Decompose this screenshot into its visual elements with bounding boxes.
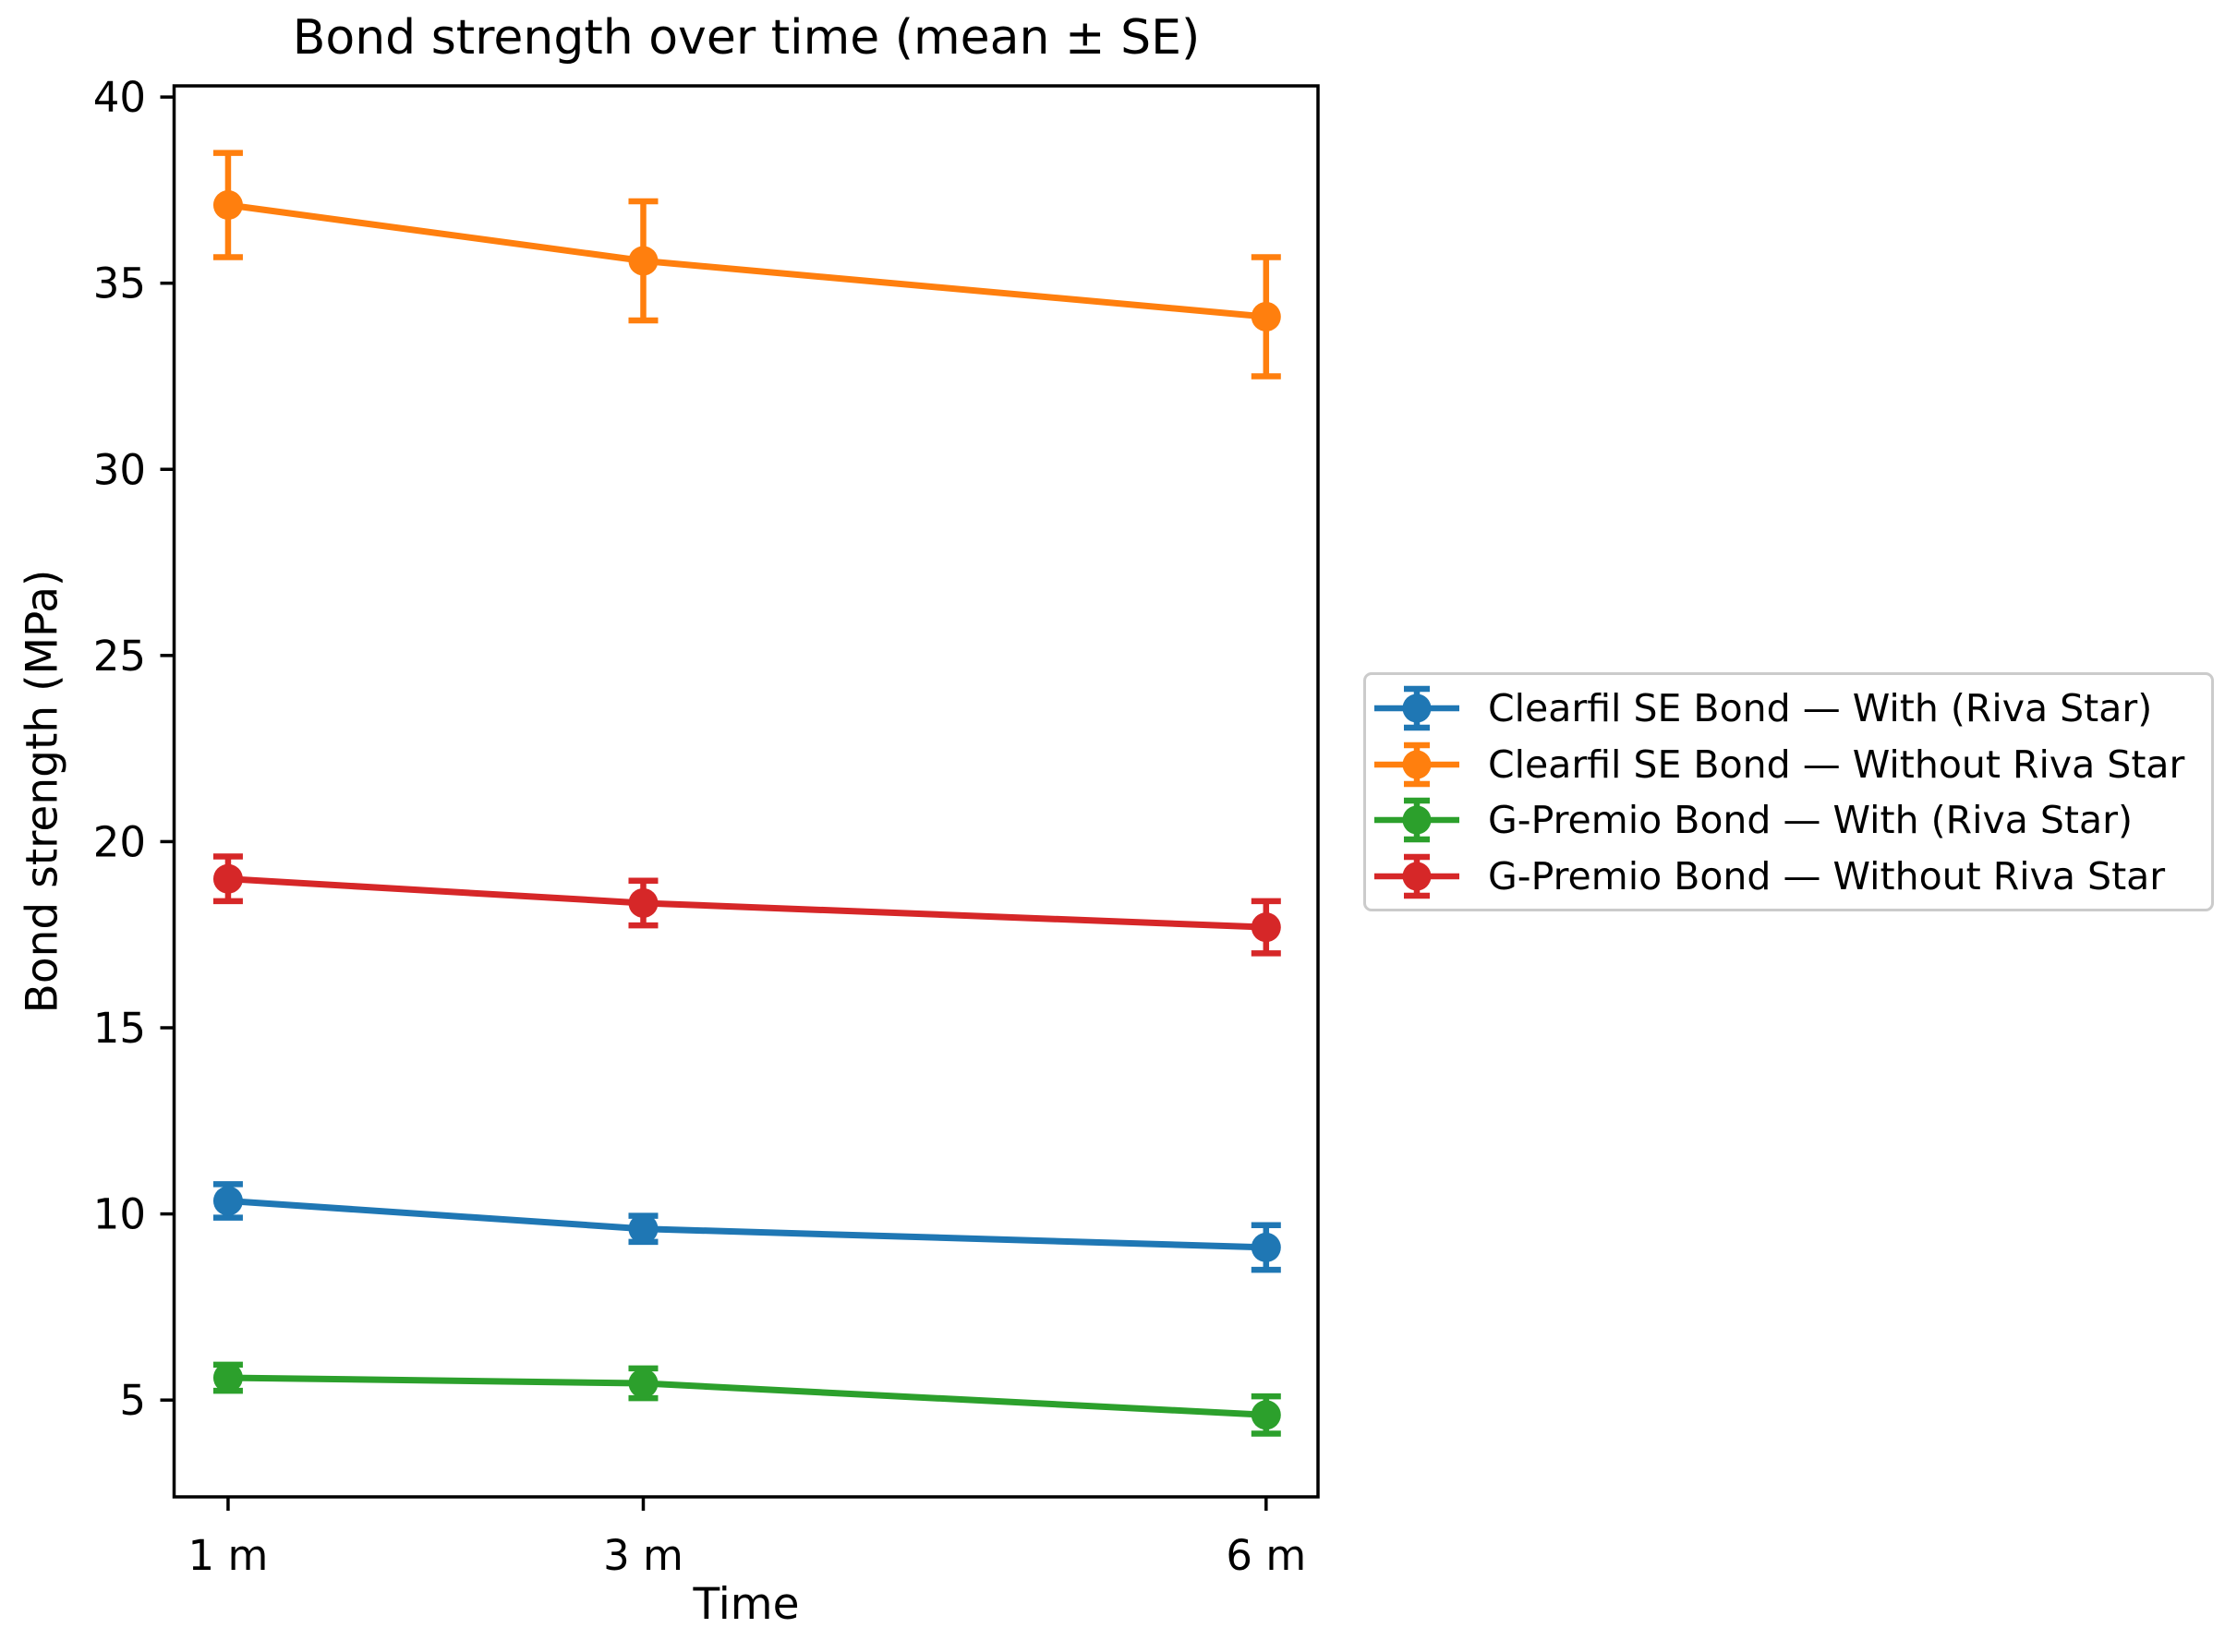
series-3-marker — [628, 887, 659, 918]
series-2-marker — [212, 1362, 243, 1393]
series-1-marker — [212, 190, 243, 221]
legend-row: Clearfil SE Bond — Without Riva Star — [1374, 737, 2211, 793]
series-0-marker — [212, 1186, 243, 1216]
y-tick-label: 5 — [119, 1376, 146, 1425]
series-0-marker — [1251, 1232, 1281, 1262]
legend-label: Clearfil SE Bond — Without Riva Star — [1488, 742, 2185, 787]
legend-label: Clearfil SE Bond — With (Riva Star) — [1488, 686, 2153, 731]
legend-row: Clearfil SE Bond — With (Riva Star) — [1374, 681, 2211, 737]
legend-errorbar-marker-icon — [1374, 682, 1462, 734]
y-tick-label: 30 — [93, 445, 146, 494]
y-tick-label: 35 — [93, 259, 146, 308]
series-3-marker — [1251, 912, 1281, 943]
x-tick-label: 6 m — [1226, 1531, 1306, 1580]
chart-title: Bond strength over time (mean ± SE) — [292, 10, 1201, 66]
legend-row: G-Premio Bond — Without Riva Star — [1374, 849, 2211, 905]
series-1-marker — [628, 246, 659, 276]
legend-errorbar-marker-icon — [1374, 794, 1462, 846]
legend-label: G-Premio Bond — Without Riva Star — [1488, 853, 2166, 898]
y-tick-label: 15 — [93, 1004, 146, 1053]
series-3-marker — [212, 863, 243, 894]
legend-errorbar-marker-icon — [1374, 739, 1462, 790]
series-2-marker — [1251, 1400, 1281, 1430]
series-2-line — [227, 1374, 1266, 1418]
x-tick-label: 3 m — [603, 1531, 683, 1580]
y-tick-label: 25 — [93, 632, 146, 681]
legend-row: G-Premio Bond — With (Riva Star) — [1374, 792, 2211, 849]
y-axis-label: Bond strength (MPa) — [17, 569, 68, 1014]
series-0-line — [227, 1197, 1266, 1251]
series-2-marker — [628, 1369, 659, 1399]
legend-label: G-Premio Bond — With (Riva Star) — [1488, 798, 2133, 843]
y-tick-label: 40 — [93, 73, 146, 122]
legend-marker-svg — [1374, 686, 1459, 731]
legend-marker-svg — [1374, 742, 1459, 787]
series-0-marker — [628, 1213, 659, 1244]
series-3-line — [227, 875, 1266, 931]
series-1-marker — [1251, 301, 1281, 332]
legend-errorbar-marker-icon — [1374, 850, 1462, 902]
x-axis-label: Time — [693, 1579, 800, 1630]
y-tick-label: 10 — [93, 1190, 146, 1239]
legend-marker-svg — [1374, 798, 1459, 843]
series-1-line — [227, 201, 1267, 320]
legend-marker-svg — [1374, 853, 1459, 898]
legend: Clearfil SE Bond — With (Riva Star) Clea… — [1363, 672, 2214, 911]
x-tick-label: 1 m — [188, 1531, 269, 1580]
y-tick-label: 20 — [93, 817, 146, 866]
plot-frame — [172, 84, 1320, 1499]
